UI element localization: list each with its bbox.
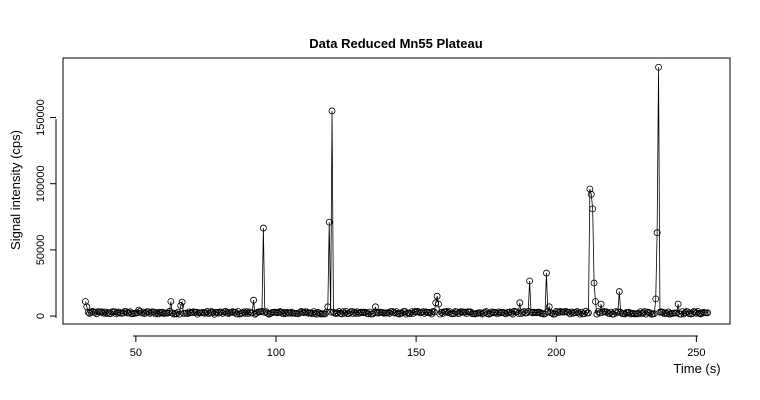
data-point — [646, 309, 654, 317]
data-point — [178, 298, 186, 306]
x-axis-label: Time (s) — [673, 361, 720, 376]
data-point — [592, 298, 599, 305]
data-point — [325, 218, 333, 226]
plot-area — [82, 63, 711, 318]
data-point — [655, 63, 662, 71]
data-point — [615, 288, 623, 295]
data-point — [544, 308, 552, 316]
data-point — [585, 309, 592, 317]
data-point — [177, 302, 185, 309]
data-point — [590, 279, 598, 287]
data-point — [402, 310, 410, 318]
x-tick-label: 50 — [130, 347, 142, 359]
x-tick-label: 100 — [267, 347, 285, 359]
data-point — [259, 224, 267, 232]
data-point — [636, 308, 644, 316]
data-point — [173, 310, 180, 318]
data-point — [328, 107, 336, 115]
data-point — [653, 229, 661, 237]
x-axis: 50 100 150 200 250 — [130, 335, 706, 359]
data-point — [576, 310, 584, 318]
chart-title: Data Reduced Mn55 Plateau — [309, 36, 482, 51]
data-point — [426, 309, 434, 316]
y-axis: 0 50000 100000 150000 — [35, 99, 57, 319]
data-point — [526, 277, 534, 285]
series-line — [85, 67, 708, 316]
data-point — [324, 303, 332, 311]
y-tick-label: 50000 — [35, 235, 47, 266]
x-tick-label: 250 — [687, 347, 705, 359]
data-point — [443, 308, 451, 315]
plot-frame — [62, 57, 731, 325]
data-point — [433, 292, 441, 300]
data-point — [587, 190, 595, 198]
x-tick-label: 150 — [407, 347, 425, 359]
data-point — [589, 205, 597, 213]
data-point — [167, 298, 175, 305]
x-tick-label: 200 — [547, 347, 565, 359]
y-tick-label: 100000 — [35, 165, 47, 202]
data-point — [704, 309, 711, 317]
y-tick-label: 150000 — [35, 99, 47, 136]
data-point — [523, 309, 531, 317]
data-point — [250, 296, 257, 304]
data-point — [543, 269, 550, 277]
y-tick-label: 0 — [35, 313, 47, 319]
y-axis-label: Signal intensity (cps) — [8, 130, 23, 250]
data-point — [674, 300, 682, 308]
data-point — [652, 295, 660, 303]
data-point — [597, 300, 605, 308]
data-point — [586, 185, 594, 193]
data-point — [244, 310, 252, 317]
data-point — [435, 300, 442, 308]
data-point — [323, 308, 330, 316]
data-point — [516, 299, 524, 307]
data-point — [82, 298, 89, 305]
